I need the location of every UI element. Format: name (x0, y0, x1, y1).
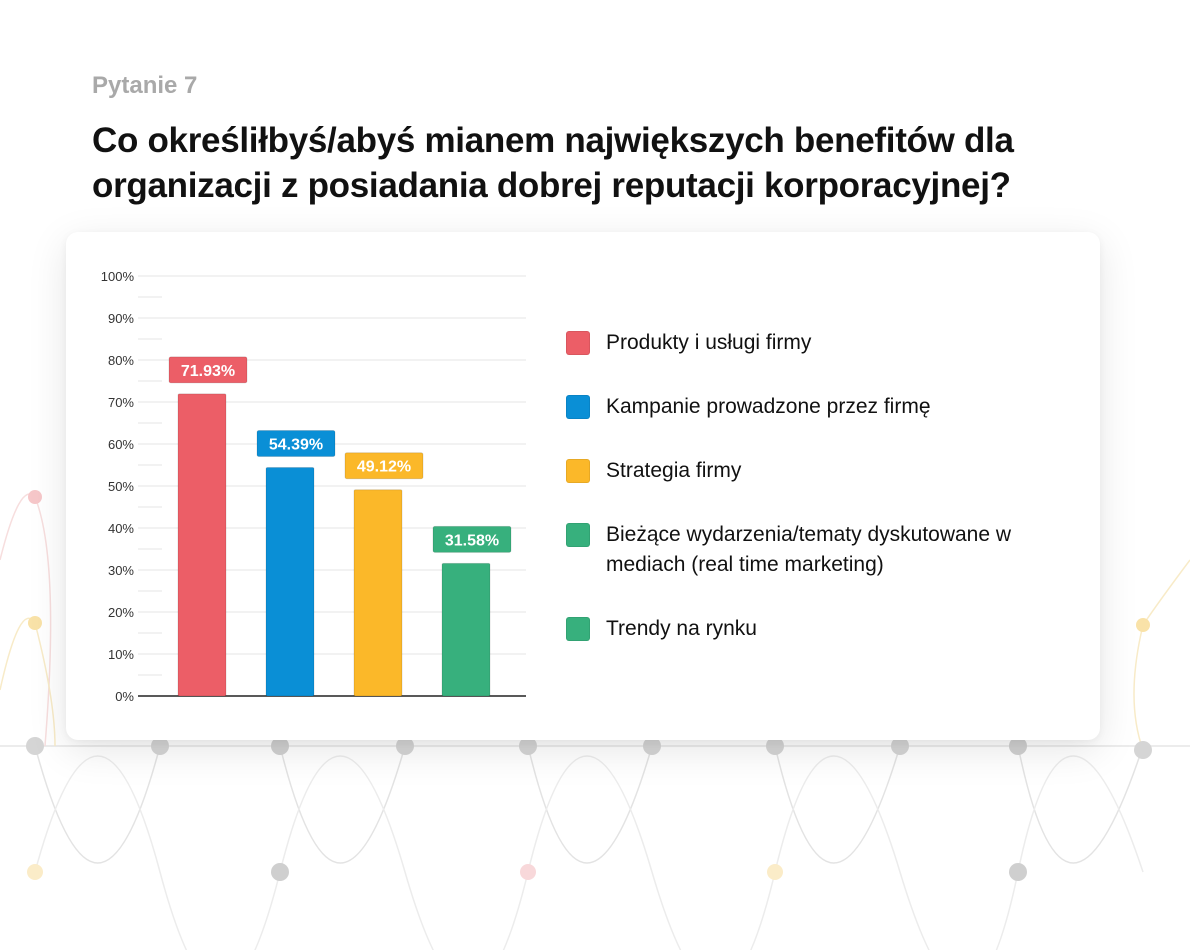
data-label-badge (256, 430, 336, 458)
legend-label: Trendy na rynku (606, 617, 757, 640)
y-tick-label: 80% (108, 353, 134, 368)
legend-item: Produkty i usługi firmy (566, 328, 1066, 358)
chart-legend: Produkty i usługi firmy Kampanie prowadzo… (566, 328, 1066, 678)
bar-chart: 0% 10% 20% 30% 40% 50% 60% 70% 80% 90% 100% 71.93% 5… (101, 269, 526, 704)
data-label-badge (432, 525, 512, 553)
bar (353, 489, 403, 697)
chart-card: 0% 10% 20% 30% 40% 50% 60% 70% 80% 90% 100% 71.93% 5… (66, 232, 1100, 740)
y-tick-label: 50% (108, 479, 134, 494)
bar (441, 562, 491, 697)
legend-swatch (566, 331, 590, 355)
y-tick-label: 20% (108, 605, 134, 620)
y-tick-label: 30% (108, 563, 134, 578)
legend-swatch (566, 523, 590, 547)
data-label: 31.58% (445, 532, 499, 549)
legend-item: Bieżące wydarzenia/tematy dyskutowane w … (566, 520, 1066, 580)
y-tick-label: 90% (108, 311, 134, 326)
legend-swatch (566, 459, 590, 483)
data-label-badge (344, 452, 424, 480)
legend-swatch (566, 617, 590, 641)
data-label: 49.12% (357, 459, 411, 476)
data-label: 54.39% (269, 437, 323, 454)
y-tick-label: 0% (115, 689, 134, 704)
legend-label: Strategia firmy (606, 459, 742, 482)
legend-label: Produkty i usługi firmy (606, 331, 812, 354)
data-label-badge (168, 356, 248, 384)
question-number: Pytanie 7 (92, 72, 198, 99)
legend-label: Bieżące wydarzenia/tematy dyskutowane w … (606, 523, 1012, 576)
y-tick-label: 40% (108, 521, 134, 536)
data-label: 71.93% (181, 363, 235, 380)
y-tick-label: 70% (108, 395, 134, 410)
legend-item: Strategia firmy (566, 456, 1066, 486)
legend-item: Kampanie prowadzone przez firmę (566, 392, 1066, 422)
legend-label: Kampanie prowadzone przez firmę (606, 395, 931, 418)
bar (177, 393, 227, 697)
bar (265, 467, 315, 697)
legend-item: Trendy na rynku (566, 614, 1066, 644)
y-tick-label: 100% (101, 269, 135, 284)
y-tick-label: 10% (108, 647, 134, 662)
y-tick-label: 60% (108, 437, 134, 452)
question-title: Co określiłbyś/abyś mianem największych … (92, 121, 1014, 205)
legend-swatch (566, 395, 590, 419)
